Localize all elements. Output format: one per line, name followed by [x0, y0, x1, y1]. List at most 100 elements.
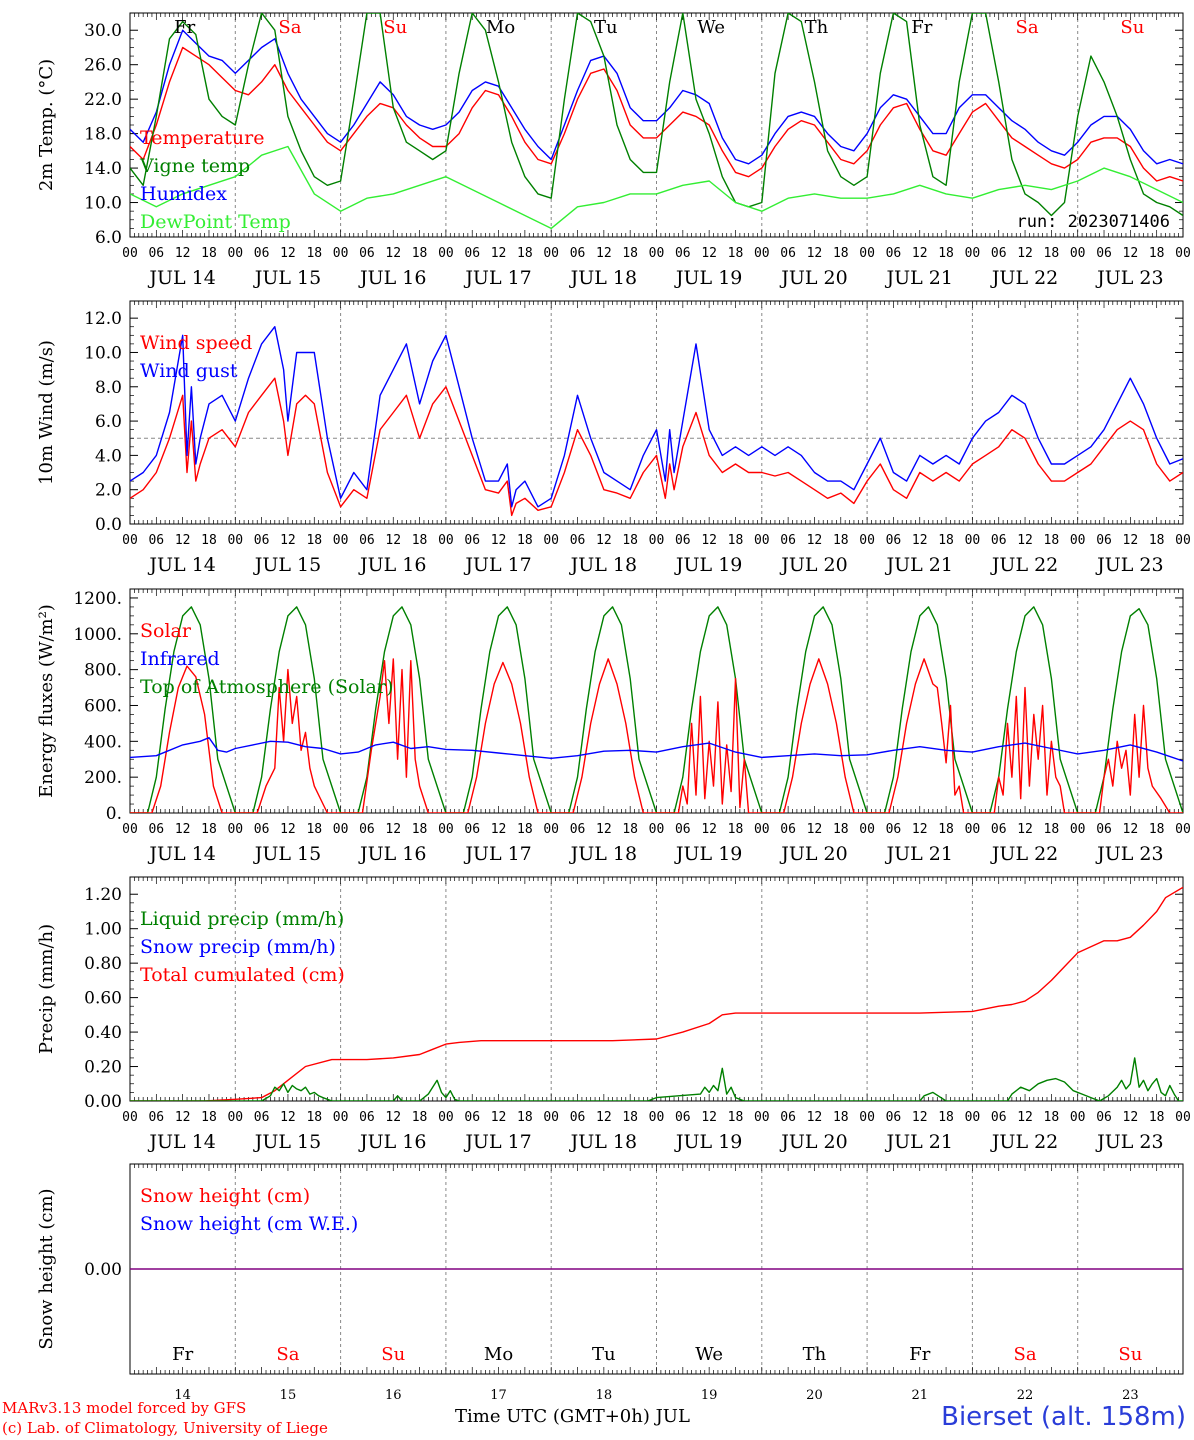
- hour-tick-label: 00: [543, 1110, 559, 1125]
- date-label: JUL 17: [463, 554, 531, 576]
- hour-tick-label: 06: [991, 1110, 1007, 1125]
- hour-tick-label: 18: [938, 533, 954, 548]
- legend-label: Humidex: [140, 183, 227, 205]
- hour-tick-label: 06: [780, 822, 796, 837]
- hour-tick-label: 12: [175, 822, 191, 837]
- hour-tick-label: 06: [359, 1110, 375, 1125]
- hour-tick-label: 06: [464, 246, 480, 261]
- date-label: JUL 21: [885, 554, 953, 576]
- y-tick-label: 0.0: [95, 515, 122, 535]
- day-number-label: 14: [174, 1388, 191, 1403]
- legend-label: Top of Atmosphere (Solar): [140, 676, 393, 698]
- y-tick-label: 1200.: [73, 589, 122, 609]
- hour-tick-label: 18: [938, 1110, 954, 1125]
- y-tick-label: 200.: [84, 768, 122, 788]
- hour-tick-label: 06: [148, 246, 164, 261]
- hour-tick-label: 12: [807, 1110, 823, 1125]
- hour-tick-label: 00: [333, 533, 349, 548]
- panel-frame: [129, 12, 1184, 238]
- date-label: JUL 20: [779, 554, 847, 576]
- weekday-label: Sa: [1016, 17, 1039, 38]
- hour-tick-label: 00: [649, 1110, 665, 1125]
- date-label: JUL 14: [147, 267, 215, 289]
- hour-tick-label: 18: [1149, 533, 1165, 548]
- hour-tick-label: 00: [859, 822, 875, 837]
- weekday-label: Fr: [911, 17, 932, 38]
- legend-label: Solar: [140, 620, 192, 642]
- legend-label: Snow height (cm W.E.): [140, 1213, 358, 1235]
- hour-tick-label: 12: [491, 822, 507, 837]
- hour-tick-label: 12: [807, 246, 823, 261]
- series-line-infrared: [130, 737, 1183, 762]
- hour-tick-label: 00: [754, 533, 770, 548]
- hour-tick-label: 12: [701, 246, 717, 261]
- date-label: JUL 18: [569, 843, 637, 865]
- y-tick-label: 4.0: [95, 446, 122, 466]
- y-tick-label: 0.00: [84, 1092, 122, 1112]
- hour-tick-label: 06: [991, 246, 1007, 261]
- hour-tick-label: 06: [464, 533, 480, 548]
- hour-tick-label: 18: [201, 246, 217, 261]
- hour-tick-label: 12: [491, 1110, 507, 1125]
- weekday-label: Th: [803, 1344, 827, 1365]
- series-line-wind-speed: [130, 377, 1183, 517]
- hour-tick-label: 12: [385, 533, 401, 548]
- hour-tick-label: 00: [227, 246, 243, 261]
- hour-tick-label: 00: [333, 1110, 349, 1125]
- hour-tick-label: 12: [1123, 822, 1139, 837]
- weekday-label: Su: [383, 17, 407, 38]
- date-label: JUL 23: [1095, 267, 1163, 289]
- hour-tick-label: 12: [175, 1110, 191, 1125]
- hour-tick-label: 12: [280, 246, 296, 261]
- hour-tick-label: 18: [1044, 533, 1060, 548]
- hour-tick-label: 18: [622, 822, 638, 837]
- legend-label: Liquid precip (mm/h): [140, 908, 344, 930]
- hour-tick-label: 18: [622, 1110, 638, 1125]
- date-label: JUL 14: [147, 554, 215, 576]
- date-label: JUL 18: [569, 554, 637, 576]
- day-number-label: 15: [280, 1388, 297, 1403]
- hour-tick-label: 00: [754, 246, 770, 261]
- hour-tick-label: 18: [833, 1110, 849, 1125]
- hour-tick-label: 06: [148, 822, 164, 837]
- y-tick-label: 12.0: [84, 309, 122, 329]
- y-axis-label: Precip (mm/h): [36, 924, 57, 1054]
- series-line-wind-gust: [130, 326, 1183, 508]
- y-tick-label: 400.: [84, 732, 122, 752]
- hour-tick-label: 00: [1175, 822, 1191, 837]
- day-number-label: 17: [490, 1388, 507, 1403]
- y-tick-label: 10.0: [84, 343, 122, 363]
- hour-tick-label: 18: [1044, 1110, 1060, 1125]
- hour-tick-label: 18: [517, 822, 533, 837]
- date-label: JUL 20: [779, 1131, 847, 1153]
- hour-tick-label: 06: [570, 822, 586, 837]
- hour-tick-label: 00: [754, 822, 770, 837]
- hour-tick-label: 18: [1149, 822, 1165, 837]
- date-label: JUL 16: [358, 267, 426, 289]
- hour-tick-label: 18: [1044, 822, 1060, 837]
- y-tick-label: 6.0: [95, 228, 122, 248]
- hour-tick-label: 12: [912, 246, 928, 261]
- hour-tick-label: 12: [280, 822, 296, 837]
- hour-tick-label: 06: [570, 246, 586, 261]
- date-label: JUL 16: [358, 1131, 426, 1153]
- hour-tick-label: 06: [886, 822, 902, 837]
- hour-tick-label: 00: [438, 822, 454, 837]
- hour-tick-label: 00: [333, 822, 349, 837]
- hour-tick-label: 00: [227, 1110, 243, 1125]
- hour-tick-label: 06: [464, 822, 480, 837]
- date-label: JUL 15: [253, 843, 321, 865]
- date-label: JUL 17: [463, 1131, 531, 1153]
- hour-tick-label: 12: [175, 246, 191, 261]
- hour-tick-label: 12: [701, 822, 717, 837]
- hour-tick-label: 00: [649, 822, 665, 837]
- hour-tick-label: 06: [1096, 533, 1112, 548]
- date-label: JUL 20: [779, 843, 847, 865]
- date-label: JUL 14: [147, 1131, 215, 1153]
- date-label: JUL 21: [885, 267, 953, 289]
- series-line-humidex: [130, 29, 1183, 165]
- hour-tick-label: 18: [833, 246, 849, 261]
- hour-tick-label: 06: [675, 533, 691, 548]
- y-tick-label: 22.0: [84, 90, 122, 110]
- date-label: JUL 15: [253, 1131, 321, 1153]
